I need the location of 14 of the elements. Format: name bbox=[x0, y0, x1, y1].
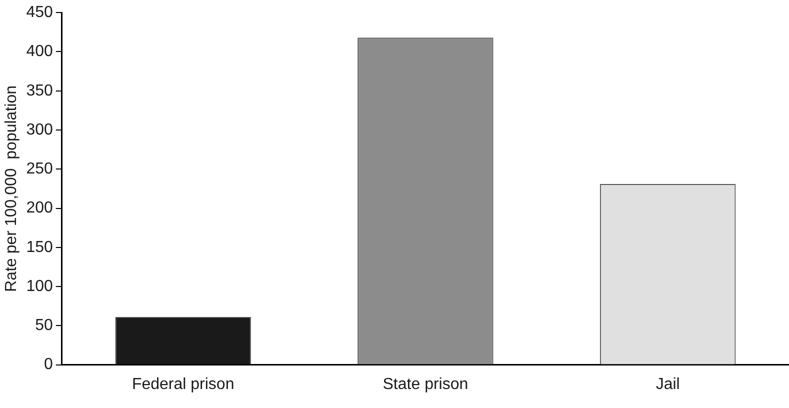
y-tick-label: 150 bbox=[26, 238, 53, 256]
x-tick-label: State prison bbox=[382, 376, 468, 393]
y-tick-label: 400 bbox=[26, 43, 53, 60]
x-tick-label: Federal prison bbox=[132, 376, 234, 393]
y-tick-label: 350 bbox=[26, 82, 53, 100]
y-tick-label: 200 bbox=[26, 200, 53, 217]
y-tick-label: 250 bbox=[26, 160, 53, 178]
y-tick-label: 450 bbox=[26, 4, 53, 22]
y-tick-label: 0 bbox=[44, 356, 53, 374]
y-tick-label: 50 bbox=[35, 317, 53, 334]
y-axis-title: Rate per 100,000 population bbox=[3, 86, 20, 292]
x-tick-label: Jail bbox=[656, 376, 680, 393]
y-tick-label: 300 bbox=[26, 121, 53, 138]
y-tick-label: 100 bbox=[26, 278, 53, 295]
